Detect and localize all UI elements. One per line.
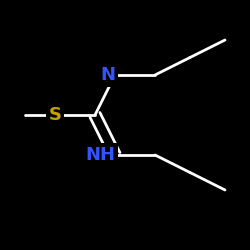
Text: NH: NH [85, 146, 115, 164]
Text: S: S [48, 106, 62, 124]
Text: N: N [100, 66, 115, 84]
